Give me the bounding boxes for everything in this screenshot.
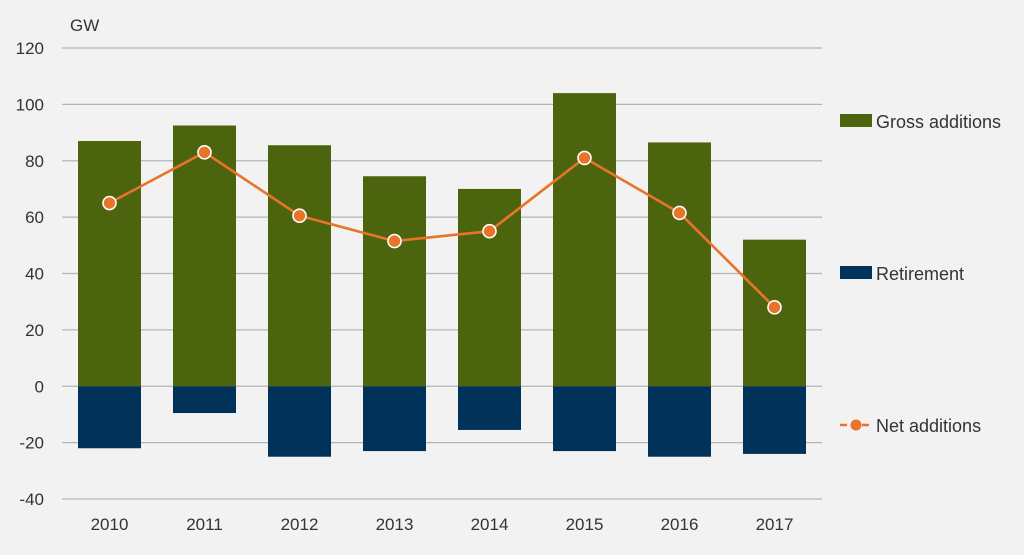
y-tick-label: 80 [25,152,44,171]
y-tick-label: -40 [19,490,44,509]
x-tick-label: 2010 [91,515,129,534]
retirement-bar [743,386,806,454]
net-additions-point [672,205,687,221]
y-tick-label: -20 [19,434,44,453]
net-additions-point [197,144,212,160]
net-additions-polyline [108,150,776,309]
x-tick-label: 2016 [661,515,699,534]
gross-additions-bar [553,93,616,387]
net-additions-point [577,150,592,166]
legend-label-gross-additions: Gross additions [876,112,1001,132]
net-additions-point [482,223,497,239]
net-additions-point [102,195,117,211]
retirement-bar [363,386,426,452]
x-tick-label: 2011 [186,515,223,534]
gross-additions-bar [363,176,426,387]
bars [78,93,806,457]
x-tick-label: 2014 [471,515,509,534]
y-tick-label: 20 [25,321,44,340]
y-tick-label: 100 [16,95,44,114]
axis-ticks: -40 -20 0 20 40 60 80 100 120 2010 2011 2012 2013 201… [16,39,794,534]
legend-label-net-additions: Net additions [876,416,981,436]
y-tick-label: 0 [35,377,44,396]
gross-additions-bar [458,188,521,387]
legend-label-retirement: Retirement [876,264,964,284]
retirement-bar [458,386,521,430]
y-tick-label: 40 [25,265,44,284]
legend-swatch-retirement [840,266,872,279]
gross-additions-bar [648,142,711,387]
legend: Gross additions Retirement Net additions [840,112,1001,436]
legend-swatch-gross-additions [840,114,872,127]
x-tick-label: 2017 [756,515,794,534]
y-tick-label: 60 [25,208,44,227]
legend-marker-net-additions [850,419,862,431]
y-tick-label: 120 [16,39,44,58]
retirement-bar [78,386,141,449]
y-axis-unit-label: GW [70,16,99,35]
net-additions-point [292,208,307,224]
net-additions-point [767,300,782,315]
net-additions-point [387,233,402,249]
x-tick-label: 2013 [376,515,414,534]
gross-additions-bar [268,145,331,387]
net-additions-line [102,144,782,315]
gross-additions-bar [173,125,236,387]
gross-additions-bar [78,141,141,387]
retirement-bar [173,386,236,414]
x-tick-label: 2015 [566,515,604,534]
retirement-bar [268,386,331,457]
retirement-bar [553,386,616,452]
x-tick-label: 2012 [281,515,319,534]
retirement-bar [648,386,711,457]
